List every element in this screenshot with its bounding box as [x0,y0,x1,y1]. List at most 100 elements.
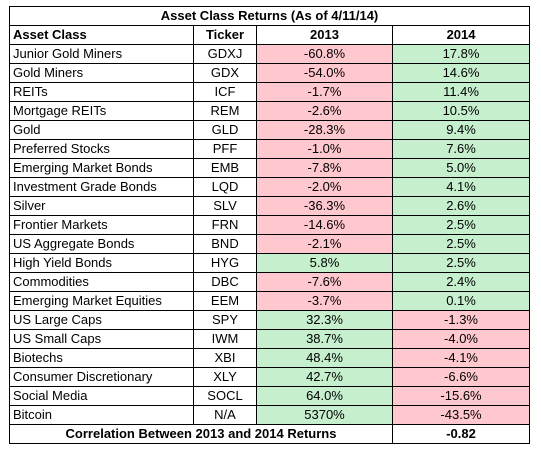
return-2014-cell: -4.0% [391,329,531,349]
ticker-cell: BND [193,234,257,254]
correlation-value: -0.82 [391,424,531,444]
return-2013-cell: -2.1% [256,234,393,254]
ticker-cell: ICF [193,82,257,102]
asset-class-cell: Investment Grade Bonds [9,177,194,197]
table-row: Junior Gold Miners GDXJ -60.8% 17.8% [9,44,531,64]
ticker-cell: SLV [193,196,257,216]
table-row: Silver SLV -36.3% 2.6% [9,196,531,216]
return-2014-cell: -6.6% [391,367,531,387]
return-2014-cell: 14.6% [391,63,531,83]
ticker-cell: EMB [193,158,257,178]
return-2014-cell: 4.1% [391,177,531,197]
ticker-cell: GLD [193,120,257,140]
table-row: High Yield Bonds HYG 5.8% 2.5% [9,253,531,273]
table-row: Consumer Discretionary XLY 42.7% -6.6% [9,367,531,387]
return-2014-cell: 2.6% [391,196,531,216]
return-2013-cell: -28.3% [256,120,393,140]
return-2014-cell: 2.5% [391,215,531,235]
return-2014-cell: 17.8% [391,44,531,64]
header-asset-class: Asset Class [9,25,194,45]
asset-class-cell: Consumer Discretionary [9,367,194,387]
asset-class-cell: US Small Caps [9,329,194,349]
table-row: Gold GLD -28.3% 9.4% [9,120,531,140]
table-row: Bitcoin N/A 5370% -43.5% [9,405,531,425]
asset-class-cell: Social Media [9,386,194,406]
asset-returns-table: Asset Class Returns (As of 4/11/14) Asse… [8,6,531,444]
return-2013-cell: 42.7% [256,367,393,387]
ticker-cell: GDXJ [193,44,257,64]
return-2013-cell: 48.4% [256,348,393,368]
ticker-cell: SPY [193,310,257,330]
ticker-cell: XLY [193,367,257,387]
header-ticker: Ticker [193,25,257,45]
return-2014-cell: 11.4% [391,82,531,102]
return-2014-cell: 2.5% [391,234,531,254]
return-2013-cell: -1.0% [256,139,393,159]
asset-class-cell: Junior Gold Miners [9,44,194,64]
ticker-cell: HYG [193,253,257,273]
asset-class-cell: Frontier Markets [9,215,194,235]
asset-class-cell: Bitcoin [9,405,194,425]
table-row: Emerging Market Bonds EMB -7.8% 5.0% [9,158,531,178]
return-2014-cell: -43.5% [391,405,531,425]
table-body: Junior Gold Miners GDXJ -60.8% 17.8% Gold Mi… [9,44,531,425]
asset-class-cell: Biotechs [9,348,194,368]
header-row: Asset Class Ticker 2013 2014 [9,25,531,45]
return-2014-cell: -4.1% [391,348,531,368]
asset-class-cell: Gold [9,120,194,140]
ticker-cell: PFF [193,139,257,159]
table-row: Investment Grade Bonds LQD -2.0% 4.1% [9,177,531,197]
ticker-cell: SOCL [193,386,257,406]
ticker-cell: N/A [193,405,257,425]
return-2013-cell: 5370% [256,405,393,425]
return-2013-cell: -54.0% [256,63,393,83]
return-2013-cell: 32.3% [256,310,393,330]
asset-class-cell: US Large Caps [9,310,194,330]
ticker-cell: GDX [193,63,257,83]
table-row: US Small Caps IWM 38.7% -4.0% [9,329,531,349]
return-2014-cell: 2.4% [391,272,531,292]
return-2014-cell: 5.0% [391,158,531,178]
ticker-cell: REM [193,101,257,121]
return-2013-cell: -2.0% [256,177,393,197]
return-2013-cell: 64.0% [256,386,393,406]
table-row: Emerging Market Equities EEM -3.7% 0.1% [9,291,531,311]
asset-class-cell: Emerging Market Equities [9,291,194,311]
return-2013-cell: -3.7% [256,291,393,311]
asset-class-cell: Preferred Stocks [9,139,194,159]
header-2013: 2013 [256,25,393,45]
ticker-cell: LQD [193,177,257,197]
table-row: Preferred Stocks PFF -1.0% 7.6% [9,139,531,159]
return-2014-cell: 9.4% [391,120,531,140]
table-row: Gold Miners GDX -54.0% 14.6% [9,63,531,83]
table-row: Social Media SOCL 64.0% -15.6% [9,386,531,406]
table-row: REITs ICF -1.7% 11.4% [9,82,531,102]
table-row: Biotechs XBI 48.4% -4.1% [9,348,531,368]
ticker-cell: XBI [193,348,257,368]
return-2014-cell: 7.6% [391,139,531,159]
ticker-cell: IWM [193,329,257,349]
title-row: Asset Class Returns (As of 4/11/14) [8,6,531,26]
return-2013-cell: -7.6% [256,272,393,292]
ticker-cell: FRN [193,215,257,235]
return-2013-cell: -60.8% [256,44,393,64]
return-2013-cell: -14.6% [256,215,393,235]
header-2014: 2014 [391,25,531,45]
correlation-label: Correlation Between 2013 and 2014 Return… [9,424,393,444]
asset-class-cell: Silver [9,196,194,216]
asset-class-cell: REITs [9,82,194,102]
asset-class-cell: Gold Miners [9,63,194,83]
returns-table-container: Asset Class Returns (As of 4/11/14) Asse… [8,6,531,444]
return-2013-cell: -7.8% [256,158,393,178]
table-row: Frontier Markets FRN -14.6% 2.5% [9,215,531,235]
table-title: Asset Class Returns (As of 4/11/14) [8,6,531,26]
return-2013-cell: -2.6% [256,101,393,121]
footer-row: Correlation Between 2013 and 2014 Return… [9,424,531,444]
return-2013-cell: 38.7% [256,329,393,349]
return-2013-cell: -1.7% [256,82,393,102]
ticker-cell: EEM [193,291,257,311]
ticker-cell: DBC [193,272,257,292]
asset-class-cell: Commodities [9,272,194,292]
return-2014-cell: -15.6% [391,386,531,406]
table-row: US Large Caps SPY 32.3% -1.3% [9,310,531,330]
